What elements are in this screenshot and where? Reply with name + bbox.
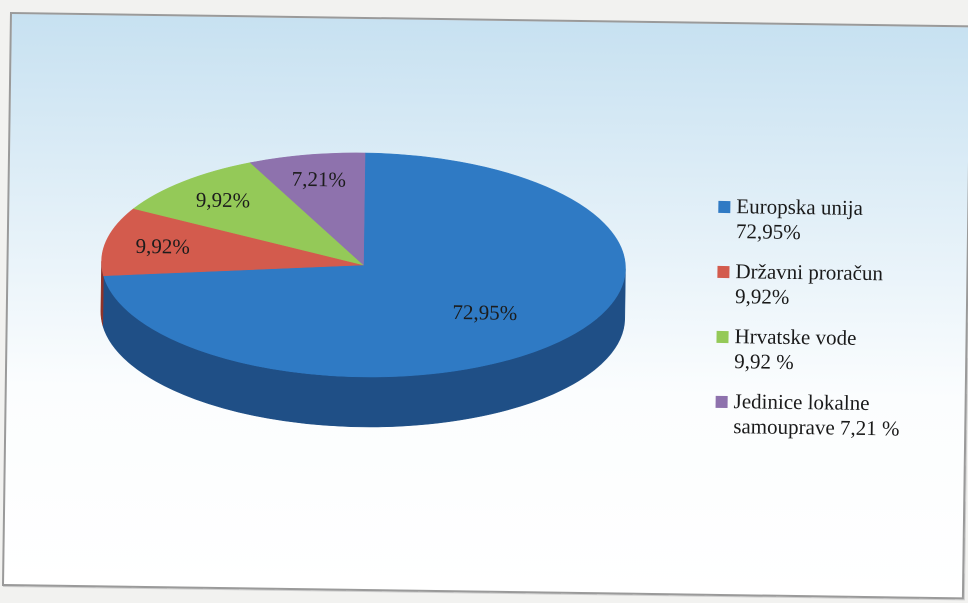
legend-swatch (716, 330, 729, 344)
pie-slice-3 (133, 162, 364, 266)
legend-label: Europska unija 72,95% (735, 194, 864, 245)
legend-swatch (718, 200, 731, 214)
slice-data-label: 72,95% (452, 300, 517, 325)
pie-slice-2 (101, 208, 364, 276)
legend-item: Jedinice lokalne samouprave 7,21 % (711, 389, 962, 442)
chart-frame: 72,95% 9,92% 9,92% 7,21% Europska unija 72,… (1, 12, 968, 600)
slice-data-label: 7,21% (292, 167, 347, 192)
legend-label: Hrvatske vode 9,92 % (734, 324, 857, 374)
slice-data-label: 9,92% (196, 188, 251, 213)
pie-slice-4 (249, 152, 366, 266)
legend-label: Državni proračun 9,92% (734, 259, 884, 309)
slice-data-label: 9,92% (136, 234, 191, 259)
chart-legend: Europska unija 72,95% Državni proračun 9,… (711, 194, 965, 457)
pie-chart: 72,95% 9,92%9,92% 7,21% (100, 152, 626, 428)
legend-item: Državni proračun 9,92% (713, 259, 964, 312)
legend-swatch (715, 395, 728, 409)
legend-item: Europska unija 72,95% (714, 194, 965, 247)
legend-item: Hrvatske vode 9,92 % (712, 324, 963, 377)
legend-label: Jedinice lokalne samouprave 7,21 % (733, 389, 900, 441)
pie-slice-1 (103, 152, 626, 378)
legend-swatch (717, 265, 730, 279)
